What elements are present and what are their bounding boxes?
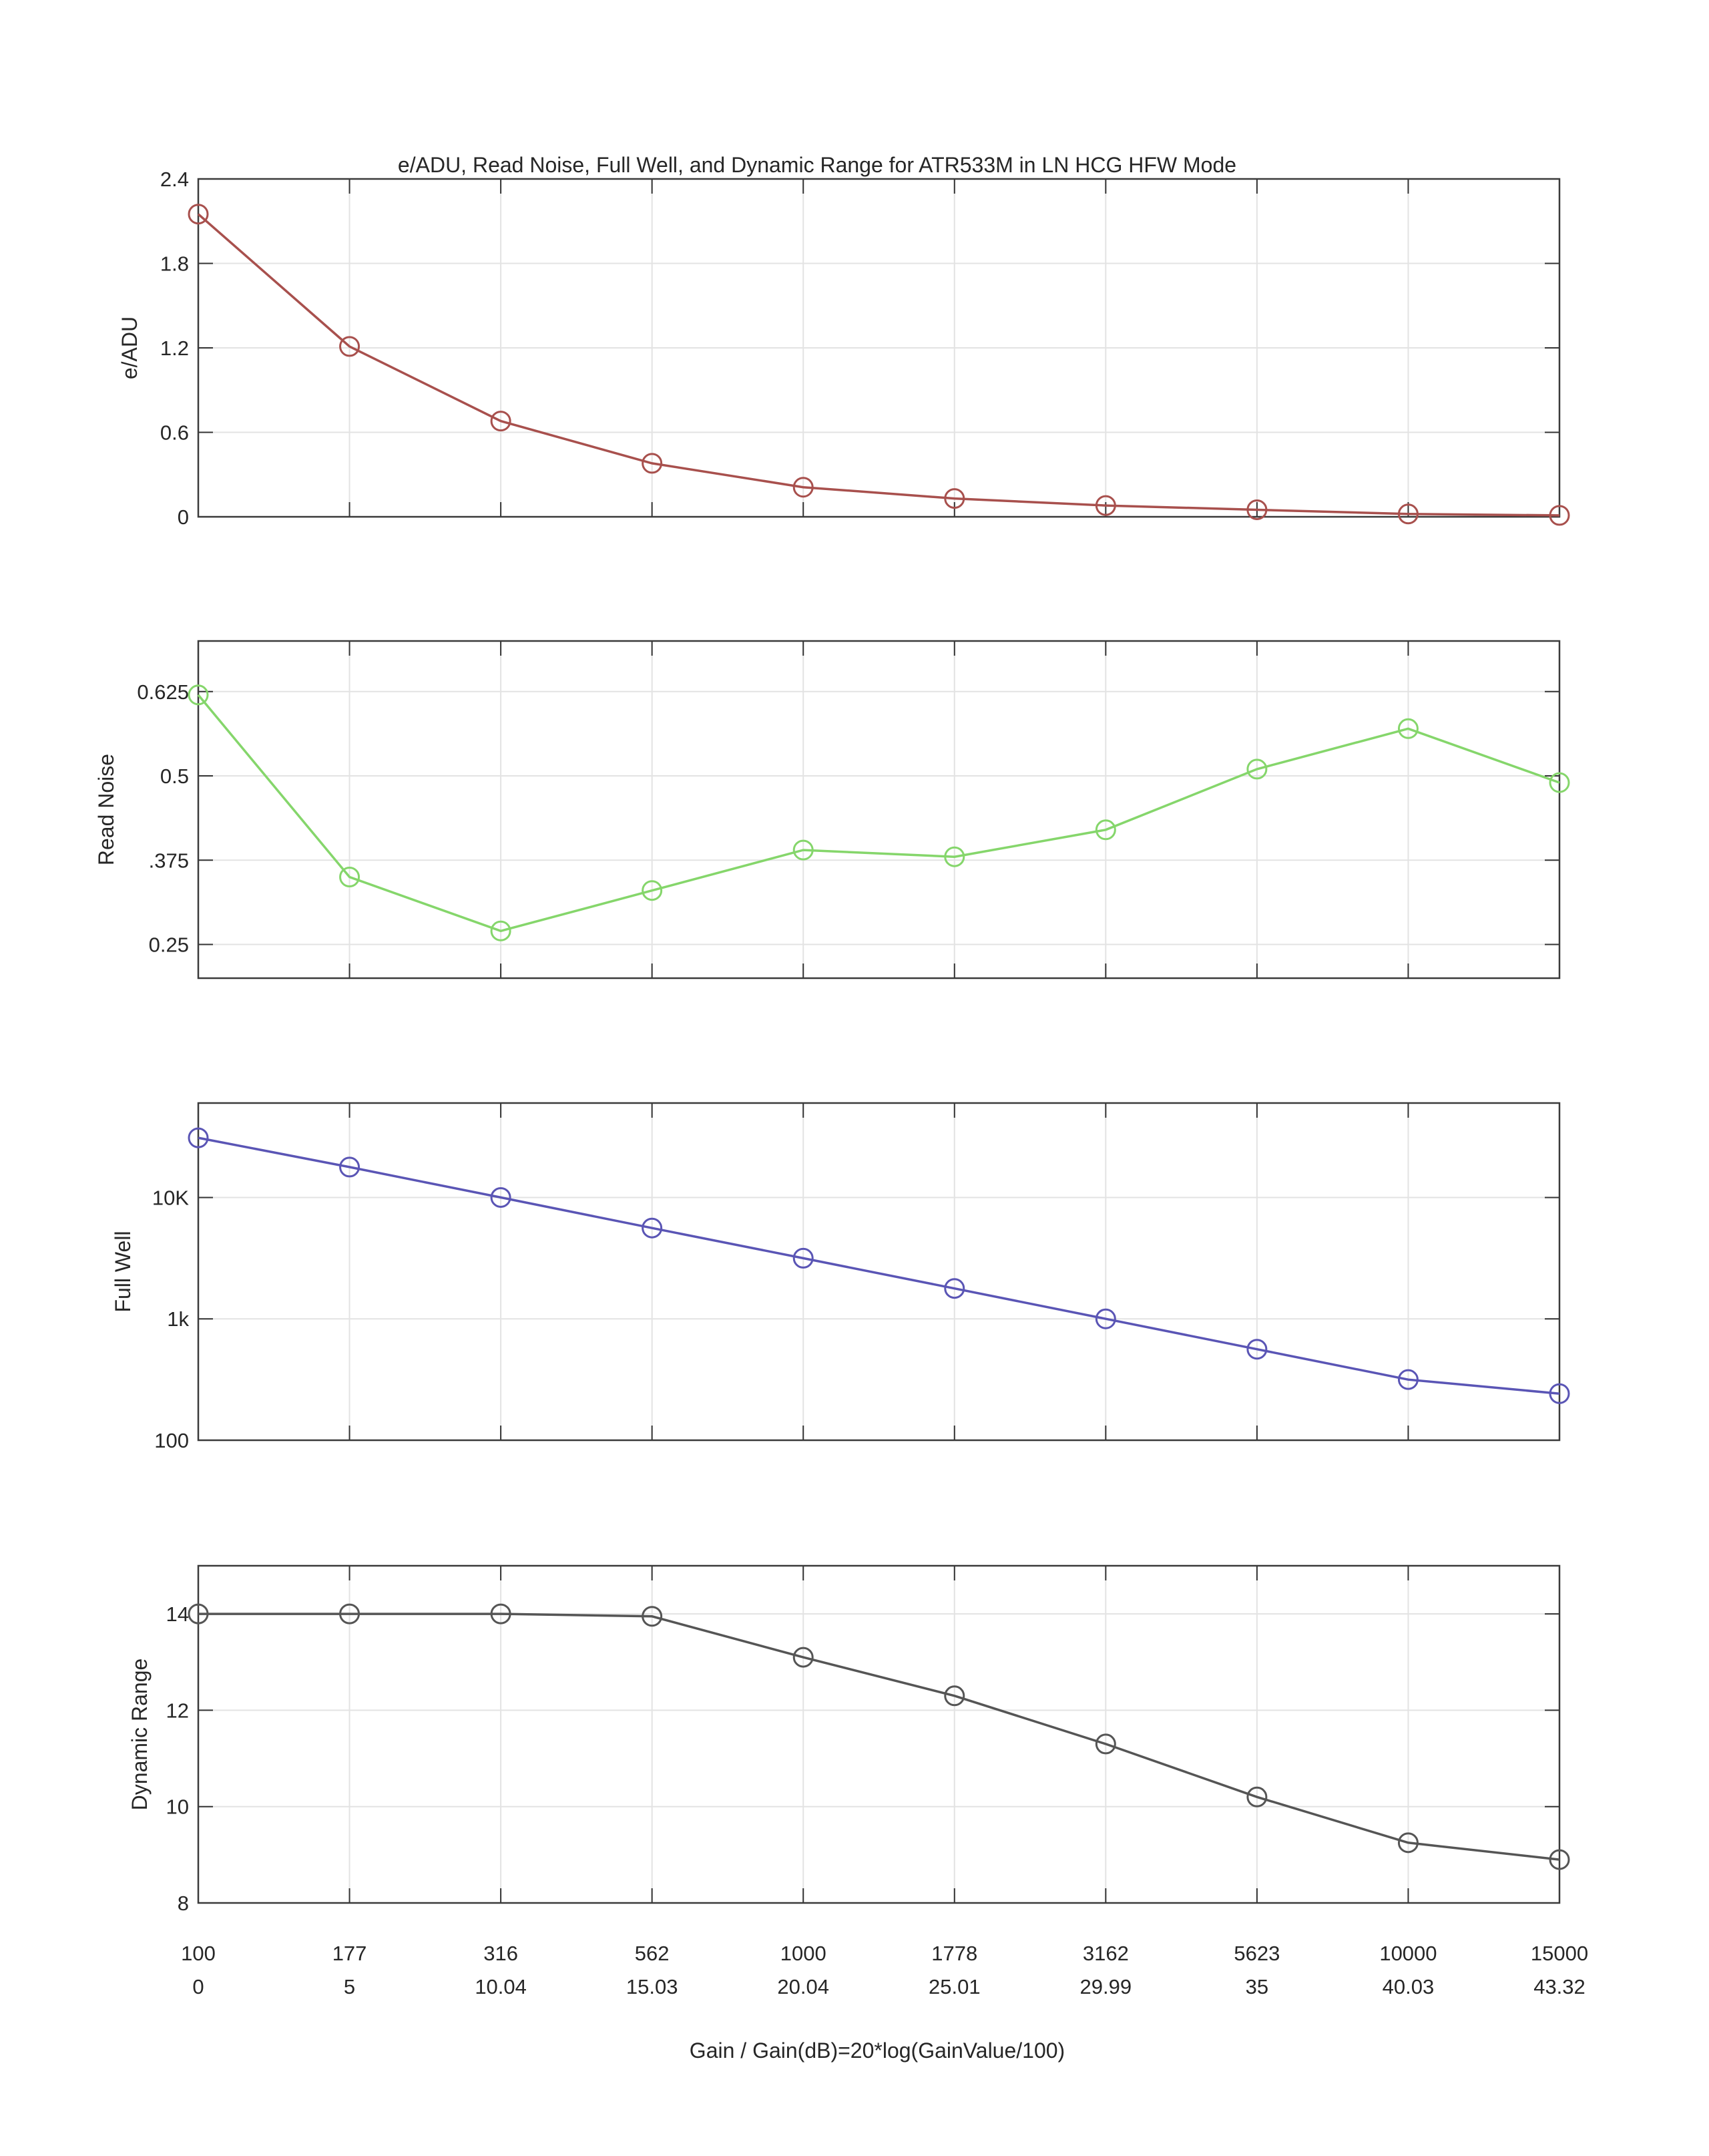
x-tick-label-db: 20.04 [777, 1975, 829, 1998]
x-tick-label-gain: 5623 [1234, 1942, 1280, 1965]
y-tick-label: 14 [166, 1602, 189, 1626]
data-point [1095, 1733, 1116, 1755]
data-point [642, 1217, 663, 1239]
data-point [339, 867, 360, 887]
y-tick-label: 10 [166, 1795, 189, 1819]
data-point [792, 1247, 814, 1269]
x-tick-label-gain: 15000 [1531, 1942, 1588, 1965]
y-tick-label: 1.8 [160, 252, 189, 276]
plot-frame [197, 1102, 1561, 1442]
x-tick-label-db: 15.03 [626, 1975, 678, 1998]
panel-3: 100 1k 10K Full Well [111, 1102, 1570, 1452]
y-tick-label: 0.625 [137, 680, 189, 704]
data-point [188, 1127, 209, 1148]
y-axis-title: e/ADU [117, 316, 142, 379]
x-tick-label-db: 10.04 [475, 1975, 527, 1998]
data-point [1095, 819, 1116, 841]
y-tick-label: 1k [167, 1307, 189, 1331]
data-point [944, 846, 965, 867]
x-tick-label-db: 0 [192, 1975, 204, 1998]
data-point [490, 411, 511, 432]
series-line [198, 1136, 1560, 1395]
x-tick-label-gain: 100 [181, 1942, 216, 1965]
data-point [339, 1156, 360, 1178]
x-tick-label-gain: 10000 [1379, 1942, 1437, 1965]
plot-frame [197, 640, 1561, 980]
y-tick-label: 8 [178, 1892, 189, 1915]
x-tick-label-db: 43.32 [1533, 1975, 1585, 1998]
data-point [1246, 1786, 1268, 1807]
data-point [1095, 495, 1116, 516]
data-point [944, 1685, 965, 1707]
x-tick-label-db: 5 [344, 1975, 355, 1998]
data-point [1246, 499, 1268, 520]
data-point [490, 1603, 511, 1625]
data-point [792, 477, 814, 498]
data-point [642, 880, 663, 901]
data-point [792, 1647, 814, 1668]
data-point [1095, 1308, 1116, 1329]
data-point [188, 684, 209, 706]
y-tick-label: .375 [149, 849, 189, 872]
data-point [1397, 718, 1419, 739]
series-line [198, 1612, 1560, 1861]
data-point [1246, 759, 1268, 780]
plot-frame [197, 1564, 1561, 1904]
data-point [1397, 503, 1419, 525]
data-point [944, 488, 965, 509]
data-point [1549, 505, 1570, 526]
plot-frame [197, 178, 1561, 518]
y-tick-label: 12 [166, 1699, 189, 1722]
data-point [642, 453, 663, 474]
x-tick-label-db: 35 [1246, 1975, 1268, 1998]
x-tick-label-gain: 1778 [931, 1942, 977, 1965]
series-line [197, 213, 1560, 517]
x-tick-label-db: 29.99 [1080, 1975, 1132, 1998]
y-axis-title: Full Well [111, 1231, 135, 1312]
data-point [1549, 1849, 1570, 1870]
x-axis-title: Gain / Gain(dB)=20*log(GainValue/100) [690, 2038, 1065, 2063]
y-tick-label: 0.5 [160, 765, 189, 788]
panel-4: 8 10 12 14 Dynamic Range [128, 1564, 1570, 1915]
data-point [1549, 772, 1570, 793]
x-tick-label-gain: 562 [635, 1942, 670, 1965]
y-tick-label: 100 [154, 1429, 189, 1452]
x-tick-label-gain: 177 [332, 1942, 367, 1965]
y-tick-label: 0.25 [149, 933, 189, 957]
data-point [339, 1603, 360, 1625]
panel-2: 0.25 .375 0.5 0.625 Read Noise [94, 640, 1570, 980]
y-tick-label: 1.2 [160, 337, 189, 360]
x-tick-label-gain: 1000 [780, 1942, 826, 1965]
data-point [1549, 1383, 1570, 1404]
data-point [188, 1603, 209, 1625]
panels-group: 0 0.6 1.2 1.8 2.4 e/ADU 0.25 .375 0.5 0.625 Read N… [94, 168, 1570, 1915]
x-tick-label-db: 40.03 [1383, 1975, 1435, 1998]
data-point [188, 204, 209, 225]
y-tick-label: 10K [152, 1186, 189, 1209]
chart-title: e/ADU, Read Noise, Full Well, and Dynami… [398, 153, 1236, 177]
data-point [1397, 1369, 1419, 1390]
y-tick-label: 0 [178, 505, 189, 529]
data-point [944, 1278, 965, 1299]
x-tick-label-gain: 3162 [1083, 1942, 1129, 1965]
x-axis-labels: 1000177531610.0456215.03100020.04177825.… [181, 1942, 1588, 1998]
panel-1: 0 0.6 1.2 1.8 2.4 e/ADU [117, 168, 1570, 529]
data-point [792, 839, 814, 861]
data-point [642, 1606, 663, 1627]
y-tick-label: 0.6 [160, 421, 189, 445]
x-tick-label-db: 25.01 [929, 1975, 981, 1998]
data-point [490, 1187, 511, 1208]
series-line [197, 694, 1560, 933]
y-axis-title: Read Noise [94, 754, 118, 865]
data-point [339, 336, 360, 357]
y-tick-label: 2.4 [160, 168, 189, 191]
x-tick-label-gain: 316 [483, 1942, 518, 1965]
data-point [1246, 1339, 1268, 1360]
data-point [490, 920, 511, 941]
data-point [1397, 1832, 1419, 1854]
y-axis-title: Dynamic Range [128, 1659, 152, 1811]
